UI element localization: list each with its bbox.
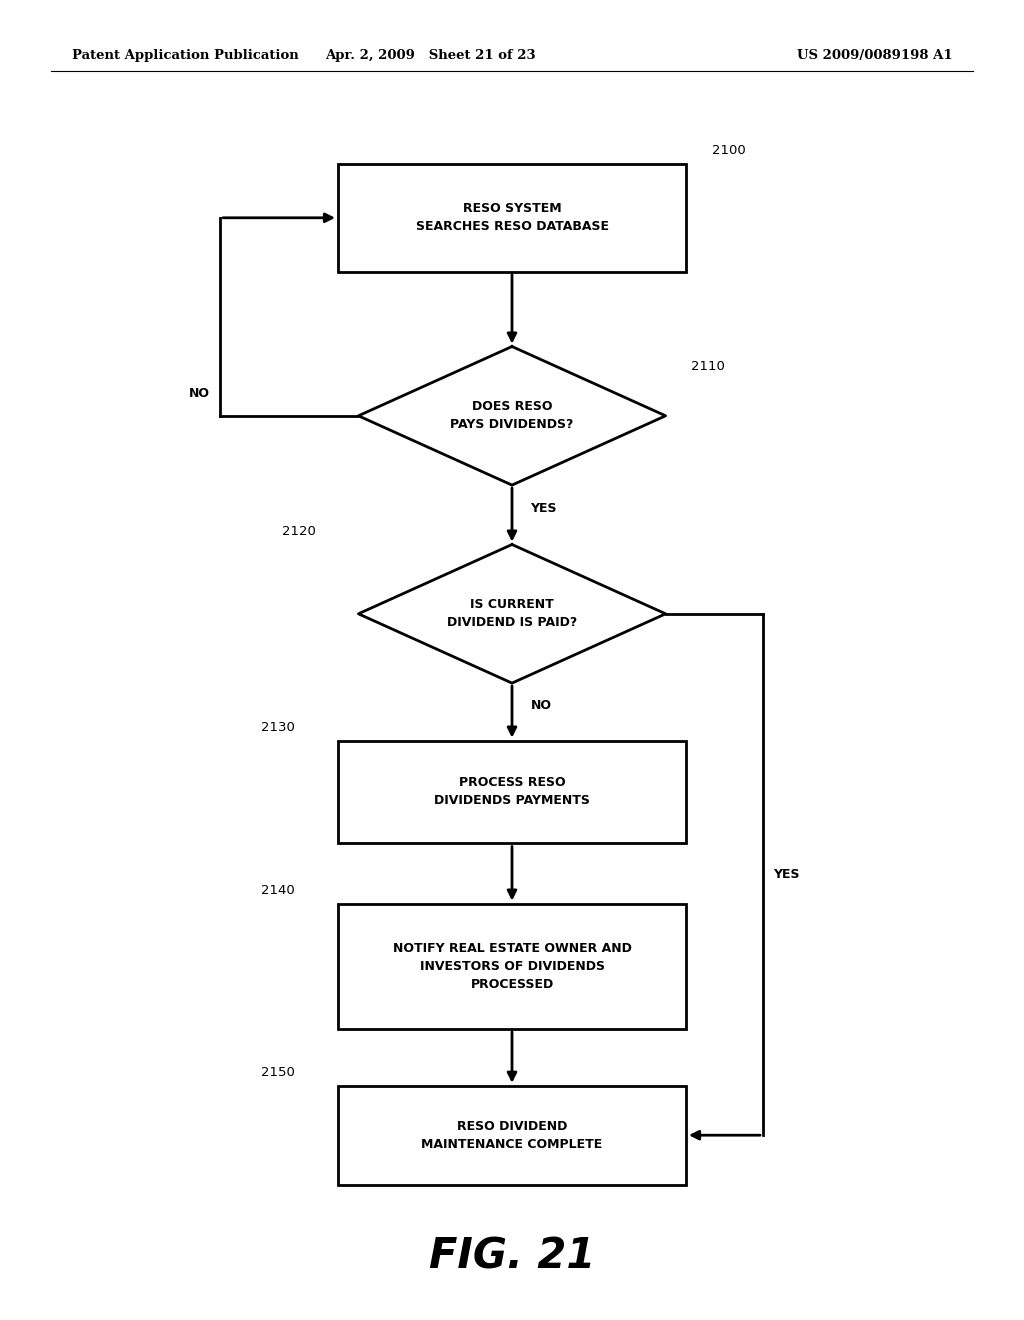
Text: US 2009/0089198 A1: US 2009/0089198 A1 — [797, 49, 952, 62]
Text: PROCESS RESO
DIVIDENDS PAYMENTS: PROCESS RESO DIVIDENDS PAYMENTS — [434, 776, 590, 808]
Text: RESO DIVIDEND
MAINTENANCE COMPLETE: RESO DIVIDEND MAINTENANCE COMPLETE — [421, 1119, 603, 1151]
Text: IS CURRENT
DIVIDEND IS PAID?: IS CURRENT DIVIDEND IS PAID? — [446, 598, 578, 630]
Text: NOTIFY REAL ESTATE OWNER AND
INVESTORS OF DIVIDENDS
PROCESSED: NOTIFY REAL ESTATE OWNER AND INVESTORS O… — [392, 941, 632, 991]
Text: YES: YES — [530, 502, 557, 515]
Text: FIG. 21: FIG. 21 — [429, 1236, 595, 1278]
Bar — [338, 164, 686, 272]
Bar — [338, 1085, 686, 1185]
Text: DOES RESO
PAYS DIVIDENDS?: DOES RESO PAYS DIVIDENDS? — [451, 400, 573, 432]
Text: NO: NO — [188, 387, 210, 400]
Text: NO: NO — [530, 698, 552, 711]
Text: 2120: 2120 — [282, 525, 315, 539]
Text: YES: YES — [773, 869, 800, 880]
Text: 2100: 2100 — [712, 144, 745, 157]
Bar — [338, 903, 686, 1030]
Text: Apr. 2, 2009   Sheet 21 of 23: Apr. 2, 2009 Sheet 21 of 23 — [325, 49, 536, 62]
Text: 2140: 2140 — [261, 884, 295, 898]
Text: 2110: 2110 — [691, 359, 725, 372]
Text: Patent Application Publication: Patent Application Publication — [72, 49, 298, 62]
Bar — [338, 741, 686, 843]
Text: RESO SYSTEM
SEARCHES RESO DATABASE: RESO SYSTEM SEARCHES RESO DATABASE — [416, 202, 608, 234]
Text: 2150: 2150 — [261, 1067, 295, 1080]
Text: 2130: 2130 — [261, 721, 295, 734]
